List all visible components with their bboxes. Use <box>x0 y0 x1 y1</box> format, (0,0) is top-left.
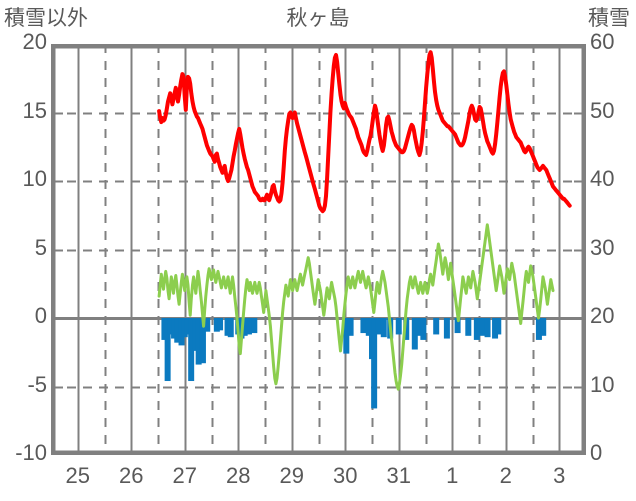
bar <box>540 318 547 336</box>
bar <box>178 318 185 346</box>
bar <box>204 318 211 332</box>
bar <box>227 318 234 338</box>
x-axis-tick-1: 1 <box>446 463 459 488</box>
bar <box>465 318 472 336</box>
bar <box>403 318 410 340</box>
x-axis-tick-3: 3 <box>553 463 566 488</box>
bar <box>395 318 402 335</box>
right-axis-tick-20: 20 <box>590 303 615 328</box>
series-blue-bars <box>161 318 547 409</box>
bar <box>171 318 178 339</box>
bar <box>199 318 206 364</box>
bar <box>535 318 542 340</box>
bar <box>492 318 499 339</box>
bar <box>479 318 486 336</box>
x-axis-tick-26: 26 <box>119 463 144 488</box>
bar <box>217 318 224 331</box>
chart-title: 秋ヶ島 <box>286 7 350 30</box>
x-axis-tick-29: 29 <box>279 463 304 488</box>
bar <box>380 318 387 338</box>
right-axis-tick-0: 0 <box>590 440 603 465</box>
right-axis-tick-50: 50 <box>590 97 615 123</box>
left-axis-tick-10: 10 <box>22 166 47 191</box>
left-axis-tick-20: 20 <box>22 29 47 54</box>
right-axis-caption: 積雪 <box>588 7 630 30</box>
right-axis-tick-10: 10 <box>590 371 615 397</box>
right-axis-ticks: 60 50 40 30 20 10 0 <box>590 0 636 501</box>
bar <box>443 318 450 339</box>
x-axis-tick-28: 28 <box>226 463 251 488</box>
bar <box>420 318 427 340</box>
right-axis-tick-40: 40 <box>590 166 615 191</box>
left-axis-tick-15: 15 <box>22 97 47 123</box>
bar <box>213 318 220 332</box>
right-axis-tick-60: 60 <box>590 29 615 54</box>
bar <box>181 318 188 338</box>
bar <box>224 318 231 336</box>
bar <box>195 318 202 365</box>
bar <box>347 318 354 336</box>
bar <box>371 318 378 409</box>
bar <box>411 318 418 350</box>
bar <box>167 318 174 335</box>
bar <box>251 318 258 334</box>
bar <box>164 318 171 382</box>
left-axis-ticks: 20 15 10 5 0 -5 -10 <box>0 0 47 501</box>
series-red-line <box>157 50 572 214</box>
bar <box>484 318 491 338</box>
left-axis-tick--5: -5 <box>27 371 47 397</box>
x-axis-tick-27: 27 <box>172 463 197 488</box>
bar <box>184 318 191 335</box>
plot-area <box>51 44 586 455</box>
x-axis-tick-30: 30 <box>333 463 358 488</box>
bar <box>245 318 252 335</box>
left-axis-caption: 積雪以外 <box>4 7 88 30</box>
x-axis-tick-25: 25 <box>65 463 90 488</box>
bar <box>365 318 372 336</box>
left-axis-tick--10: -10 <box>15 440 47 465</box>
bar <box>454 318 461 334</box>
bar <box>495 318 502 335</box>
left-axis-tick-5: 5 <box>34 234 47 260</box>
right-axis-tick-30: 30 <box>590 234 615 260</box>
bar <box>473 318 480 340</box>
bar <box>188 318 195 382</box>
bar <box>192 318 199 351</box>
axis-tickmarks <box>53 112 584 389</box>
bar <box>241 318 248 336</box>
bar <box>415 318 422 336</box>
x-axis-tick-31: 31 <box>386 463 411 488</box>
bar <box>174 318 181 343</box>
bar <box>161 318 168 340</box>
series-green-line <box>157 223 555 391</box>
bar <box>360 318 367 334</box>
x-axis-tick-2: 2 <box>499 463 512 488</box>
bar <box>433 318 440 335</box>
bar <box>343 318 350 354</box>
left-axis-tick-0: 0 <box>34 303 47 328</box>
bar <box>375 318 382 335</box>
